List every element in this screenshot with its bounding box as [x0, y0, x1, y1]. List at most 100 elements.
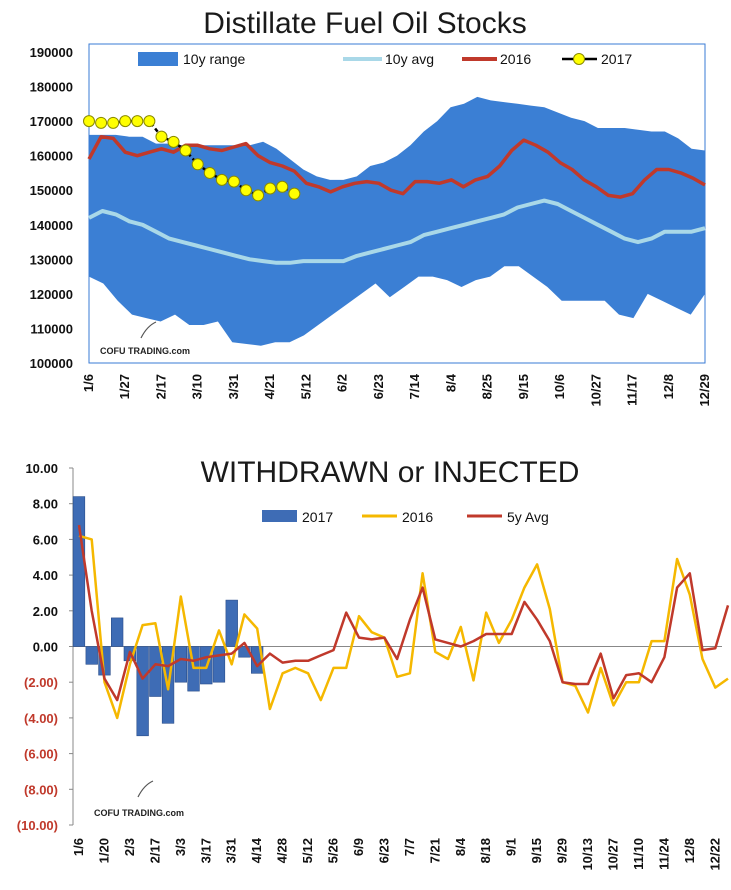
watermark-logo-icon	[140, 321, 157, 339]
series-2017-point	[155, 130, 168, 143]
legend-label-2017: 2017	[302, 509, 333, 525]
series-2017-point	[215, 173, 228, 186]
series-2017-point	[227, 175, 240, 188]
watermark-text: COFU TRADING.com	[94, 808, 184, 818]
series-2017-point	[131, 115, 144, 128]
x-tick-label: 10/13	[580, 838, 595, 871]
legend-label-2016: 2016	[500, 51, 531, 67]
y-tick-label: 140000	[30, 218, 73, 233]
y-tick-label: 0.00	[33, 640, 58, 655]
y-tick-label: 150000	[30, 183, 73, 198]
x-tick-label: 8/18	[478, 838, 493, 863]
y-tick-label: 4.00	[33, 568, 58, 583]
series-2017-point	[107, 116, 120, 129]
x-tick-label: 7/14	[407, 373, 422, 399]
x-tick-label: 6/23	[371, 374, 386, 399]
x-tick-label: 4/21	[262, 374, 277, 399]
legend-swatch-2017	[262, 510, 297, 522]
y-tick-label: 110000	[30, 321, 73, 336]
chart-title: WITHDRAWN or INJECTED	[201, 456, 580, 489]
x-tick-label: 12/22	[707, 838, 722, 871]
y-tick-label: 8.00	[33, 497, 58, 512]
y-tick-label: 170000	[30, 114, 73, 129]
x-tick-label: 1/20	[96, 838, 111, 863]
series-2017-point	[203, 166, 216, 179]
bar-2017	[174, 646, 187, 683]
series-2017-point	[95, 116, 108, 129]
bar-2017	[72, 496, 86, 647]
y-tick-label: 130000	[30, 252, 73, 267]
x-tick-label: 10/27	[588, 374, 603, 407]
series-2016-line	[87, 134, 706, 199]
y-tick-label: 120000	[30, 287, 73, 302]
y-tick-label: 180000	[30, 80, 73, 95]
x-tick-label: 8/4	[443, 373, 458, 392]
series-2017-point	[179, 144, 192, 157]
y-tick-label: 10.00	[25, 461, 58, 476]
bar-2017	[212, 646, 226, 683]
y-tick-label: (10.00)	[17, 818, 58, 833]
series-2017-point	[191, 158, 204, 171]
legend-swatch-range	[138, 52, 178, 66]
y-tick-label: 190000	[30, 45, 73, 60]
x-tick-label: 11/10	[631, 838, 646, 870]
bar-2017	[225, 599, 238, 647]
series-2017-point	[167, 135, 180, 148]
chart-title: Distillate Fuel Oil Stocks	[203, 7, 526, 40]
x-tick-label: 12/8	[661, 374, 676, 399]
x-tick-label: 6/23	[376, 838, 391, 863]
x-tick-label: 9/1	[504, 838, 519, 856]
legend-label-2017: 2017	[601, 51, 632, 67]
x-tick-label: 1/6	[81, 374, 96, 392]
x-tick-label: 8/25	[480, 374, 495, 399]
x-tick-label: 3/31	[226, 374, 241, 399]
series-2017-point	[264, 182, 277, 195]
x-tick-label: 11/17	[625, 374, 640, 406]
x-tick-label: 10/6	[552, 374, 567, 399]
x-tick-label: 5/26	[326, 838, 341, 863]
avg-10y-line	[88, 198, 706, 265]
x-tick-label: 3/31	[224, 838, 239, 863]
x-tick-label: 1/27	[117, 374, 132, 399]
watermark-text: COFU TRADING.com	[100, 346, 190, 356]
x-tick-label: 6/9	[351, 838, 366, 856]
y-tick-label: 100000	[30, 356, 73, 371]
x-tick-label: 12/29	[697, 374, 712, 407]
bar-2017	[85, 646, 98, 665]
series-2017-point	[252, 189, 265, 202]
watermark-leaf-icon	[137, 780, 154, 798]
y-tick-label: 6.00	[33, 532, 58, 547]
x-tick-label: 3/10	[190, 374, 205, 399]
series-5y-avg-line	[77, 524, 730, 702]
y-tick-label: 160000	[30, 149, 73, 164]
x-tick-label: 12/8	[682, 838, 697, 863]
x-tick-label: 9/15	[516, 374, 531, 399]
y-tick-label: (6.00)	[24, 747, 58, 762]
series-2017-point	[240, 184, 253, 197]
x-tick-label: 2/17	[147, 838, 162, 863]
range-band	[89, 96, 705, 346]
x-tick-label: 6/2	[335, 374, 350, 392]
x-tick-label: 3/3	[173, 838, 188, 856]
legend-swatch-2017-dot	[573, 53, 585, 65]
y-tick-label: (8.00)	[24, 782, 58, 797]
legend-label-2016: 2016	[402, 509, 433, 525]
bar-2017	[111, 617, 124, 647]
legend-label-5y-avg: 5y Avg	[507, 509, 549, 525]
series-2016-line	[78, 534, 729, 720]
legend-label-avg: 10y avg	[385, 51, 434, 67]
series-2017-point	[83, 115, 95, 128]
legend-label-range: 10y range	[183, 51, 245, 67]
bar-2017	[136, 646, 149, 737]
x-tick-label: 9/29	[555, 838, 570, 863]
y-tick-label: (4.00)	[24, 711, 58, 726]
plot-border	[88, 43, 706, 364]
x-tick-label: 5/12	[298, 374, 313, 399]
watermark-leaf-icon	[140, 321, 157, 339]
x-tick-label: 10/27	[605, 838, 620, 871]
x-tick-label: 4/14	[249, 837, 264, 863]
series-2017-point	[288, 187, 301, 200]
x-tick-label: 5/12	[300, 838, 315, 863]
x-tick-label: 7/7	[402, 838, 417, 856]
